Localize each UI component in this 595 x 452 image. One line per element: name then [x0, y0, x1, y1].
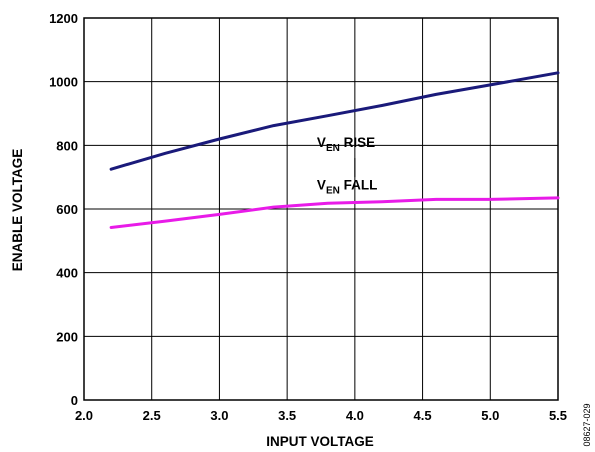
- plot-border: [83, 17, 559, 401]
- grid-lines: [83, 17, 559, 401]
- x-tick-label: 4.0: [346, 408, 364, 423]
- y-tick-label: 400: [56, 266, 78, 281]
- y-tick-label: 800: [56, 138, 78, 153]
- y-tick-labels: 0 200 400 600 800 1000 1200: [49, 11, 78, 408]
- x-tick-label: 5.5: [549, 408, 567, 423]
- y-tick-label: 1000: [49, 75, 78, 90]
- series-labels: VEN RISE VEN FALL: [317, 135, 377, 196]
- plot-frame: [83, 17, 559, 401]
- figure-id: 08627-029: [582, 403, 592, 446]
- y-axis-title: ENABLE VOLTAGE: [10, 149, 25, 272]
- x-tick-label: 4.5: [414, 408, 432, 423]
- series-line-ven-rise: [109, 71, 560, 171]
- series-label-ven-fall: VEN FALL: [317, 177, 377, 196]
- y-tick-label: 200: [56, 329, 78, 344]
- y-tick-label: 600: [56, 202, 78, 217]
- series-line-ven-fall: [109, 196, 560, 229]
- x-tick-label: 2.0: [75, 408, 93, 423]
- x-tick-label: 5.0: [481, 408, 499, 423]
- y-tick-label: 1200: [49, 11, 78, 26]
- x-tick-label: 3.5: [278, 408, 296, 423]
- y-tick-label: 0: [71, 393, 78, 408]
- x-tick-label: 2.5: [143, 408, 161, 423]
- x-tick-labels: 2.0 2.5 3.0 3.5 4.0 4.5 5.0 5.5: [75, 408, 567, 423]
- series-lines: [109, 71, 560, 229]
- x-axis-title: INPUT VOLTAGE: [266, 434, 374, 449]
- x-tick-label: 3.0: [210, 408, 228, 423]
- series-label-ven-rise: VEN RISE: [317, 135, 375, 154]
